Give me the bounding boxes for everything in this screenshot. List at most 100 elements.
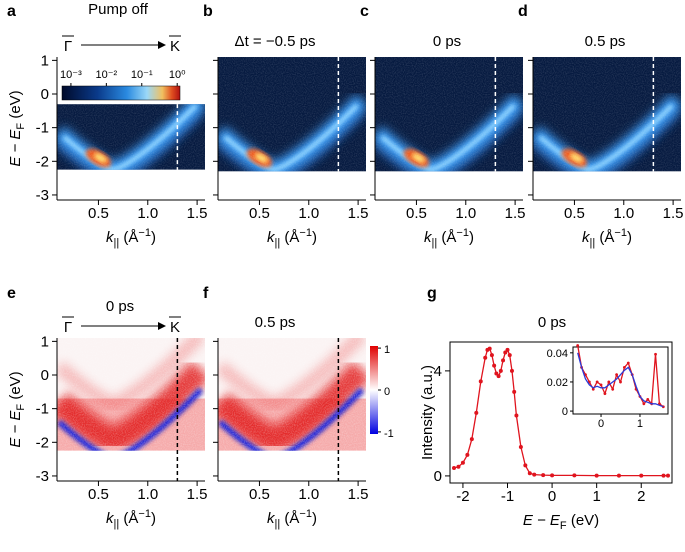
y-tick-label: 0.02	[547, 377, 568, 389]
spectrum-image	[218, 57, 366, 172]
label-part: )	[469, 229, 474, 246]
k-point: K	[170, 38, 180, 55]
y-tick-label: 1	[41, 333, 49, 350]
x-tick-label: 1.5	[505, 205, 526, 222]
data-point	[541, 473, 546, 478]
data-line	[577, 352, 664, 408]
data-point	[456, 464, 461, 469]
data-point	[494, 371, 499, 376]
data-point	[599, 383, 603, 387]
x-tick-label: 0	[598, 418, 604, 430]
x-tick-label: -2	[456, 488, 469, 505]
y-tick-label: 0.04	[547, 348, 568, 360]
label-part: )	[312, 510, 317, 527]
data-point	[487, 346, 492, 351]
data-point	[507, 353, 512, 358]
label-part: ||	[590, 237, 596, 249]
y-tick-label: 0	[434, 468, 442, 485]
colorbar-tick-label: -1	[384, 428, 394, 440]
x-axis-label: k|| (Å−1)	[267, 508, 317, 530]
data-point	[498, 368, 503, 373]
data-point	[594, 473, 599, 478]
data-point	[532, 472, 537, 477]
data-point	[527, 471, 532, 476]
x-tick-label: 0.5	[249, 205, 270, 222]
data-point	[607, 380, 611, 384]
data-point	[452, 466, 457, 471]
label-part: )	[151, 229, 156, 246]
colorbar-tick-label: 10⁰	[169, 69, 186, 81]
label-part: )	[312, 229, 317, 246]
x-tick-label: 1.5	[348, 205, 369, 222]
panel-label: b	[203, 3, 213, 20]
x-tick-label: -1	[501, 488, 514, 505]
label-part: F	[560, 520, 567, 532]
y-tick-label: -2	[36, 153, 49, 170]
data-point	[639, 473, 644, 478]
data-point	[483, 355, 488, 360]
panel-title: Pump off	[88, 1, 149, 18]
k-point: K	[170, 319, 180, 336]
data-point	[474, 410, 479, 415]
colorbar-tick-label: 10⁻²	[95, 69, 117, 81]
noise	[533, 57, 681, 172]
x-tick-label: 1.0	[613, 205, 634, 222]
label-part: (Å	[119, 229, 138, 246]
data-point	[469, 437, 474, 442]
label-part: (eV)	[7, 371, 24, 404]
panel-title: 0 ps	[538, 314, 566, 331]
label-part: (Å	[595, 229, 614, 246]
x-axis-label: k|| (Å−1)	[106, 508, 156, 530]
colorbar	[370, 346, 378, 434]
noise	[218, 57, 366, 172]
label-part: ||	[114, 237, 120, 249]
y-tick-label: -2	[36, 434, 49, 451]
y-tick-label: 4	[434, 363, 442, 380]
data-point	[512, 389, 517, 394]
y-tick-label: 0	[41, 367, 49, 384]
label-part: E − E	[7, 129, 24, 167]
data-point	[503, 350, 508, 355]
label-part: −1	[299, 508, 312, 520]
x-axis-label: E − EF (eV)	[523, 512, 599, 532]
x-tick-label: 0.5	[249, 486, 270, 503]
x-tick-label: 1.0	[298, 205, 319, 222]
x-tick-label: 0.5	[564, 205, 585, 222]
panel-title: 0.5 ps	[255, 314, 296, 331]
x-tick-label: 2	[637, 488, 645, 505]
label-part: −1	[138, 227, 151, 239]
label-part: k	[106, 229, 115, 246]
label-part: ||	[114, 518, 120, 530]
x-tick-label: 1.0	[298, 486, 319, 503]
panel-title: 0 ps	[433, 33, 461, 50]
spectrum-image	[533, 57, 681, 172]
x-axis-label: k|| (Å−1)	[582, 227, 632, 249]
colorbar-tick-label: 0	[384, 386, 390, 398]
data-point	[523, 463, 528, 468]
x-tick-label: 1	[592, 488, 600, 505]
label-part: k	[424, 229, 433, 246]
data-point	[603, 392, 607, 396]
panel-label: d	[518, 3, 528, 20]
label-part: E − E	[7, 410, 24, 448]
plot-frame	[449, 341, 673, 484]
label-part: k	[106, 510, 115, 527]
noise	[375, 57, 523, 172]
x-axis-label: k|| (Å−1)	[267, 227, 317, 249]
data-point	[514, 413, 519, 418]
noise	[57, 338, 205, 451]
data-point	[465, 452, 470, 457]
data-point	[572, 473, 577, 478]
data-point	[576, 344, 580, 347]
y-tick-label: 1	[41, 52, 49, 69]
colorbar	[61, 85, 181, 101]
colorbar-tick-label: 10⁻¹	[131, 69, 153, 81]
panel-label: a	[7, 3, 16, 20]
panel-label: e	[7, 285, 16, 302]
x-tick-label: 1.0	[137, 205, 158, 222]
y-tick-label: -3	[36, 468, 49, 485]
panel-title: 0 ps	[106, 298, 134, 315]
label-part: )	[627, 229, 632, 246]
y-tick-label: -1	[36, 401, 49, 418]
